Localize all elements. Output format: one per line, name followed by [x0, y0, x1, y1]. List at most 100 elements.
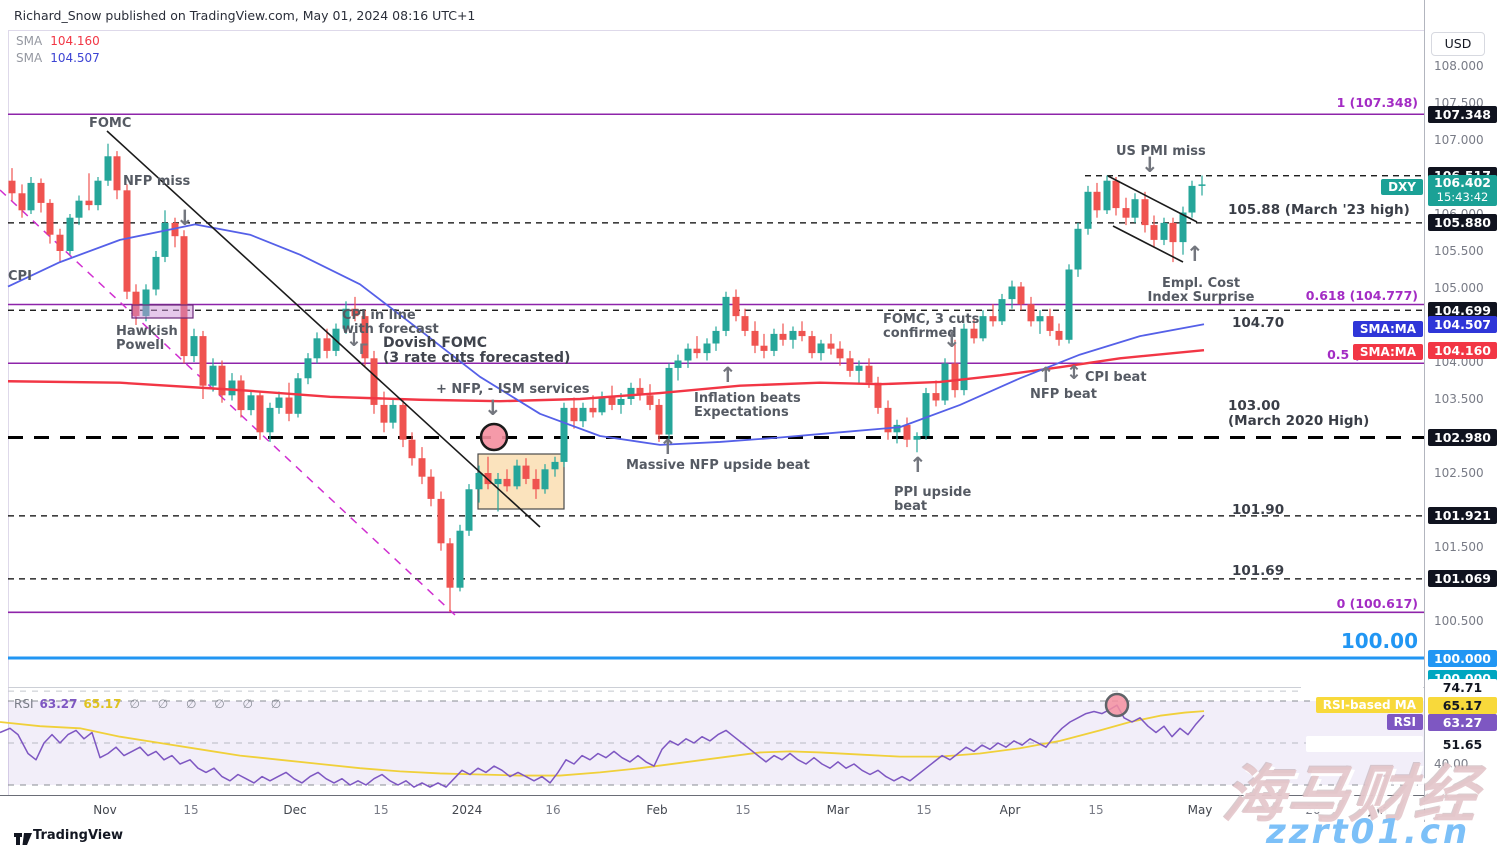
- watermark-url: zzrt01.cn: [1266, 812, 1471, 852]
- tradingview-logo-text[interactable]: TradingView: [33, 828, 124, 843]
- candle-body: [152, 256, 160, 290]
- price-tick-label: 100.500: [1434, 614, 1484, 628]
- candle-body: [1141, 199, 1149, 226]
- candle-body: [532, 478, 540, 490]
- candle-body: [190, 336, 198, 357]
- time-tick-label: 15: [373, 803, 389, 817]
- time-tick-label: Dec: [283, 803, 307, 817]
- candle-body: [1084, 191, 1092, 229]
- time-tick-label: 15: [916, 803, 932, 817]
- price-level-badge: 101.921: [1428, 507, 1497, 525]
- candle-body: [18, 193, 26, 211]
- time-tick-label: 16: [545, 803, 561, 817]
- candle-body: [132, 291, 140, 317]
- price-level-badge: 104.507: [1428, 315, 1497, 333]
- floating-label-regular-bearish: Regular Bearish: [1301, 679, 1423, 695]
- indicator-legend[interactable]: SMA 104.160 SMA 104.507: [16, 34, 100, 65]
- rsi-ma-value: 65.17: [83, 697, 122, 711]
- candle-body: [1169, 222, 1177, 243]
- candle-body: [541, 469, 549, 490]
- candle-body: [1112, 180, 1120, 209]
- marker-arrow-icon: ↕: [1066, 362, 1082, 384]
- candle-body: [636, 387, 644, 396]
- candle-body: [446, 543, 454, 588]
- fib-level-label: 0 (100.617): [1336, 596, 1418, 611]
- up-arrow-icon: ↑: [1186, 242, 1204, 266]
- price-tick-label: 105.000: [1434, 281, 1484, 295]
- candle-body: [475, 473, 483, 490]
- tradingview-logo-icon[interactable]: [14, 829, 33, 848]
- sma2-value: 104.507: [50, 51, 100, 65]
- annotation-massive: Massive NFP upside beat: [626, 458, 810, 473]
- time-tick-label: 20: [1305, 803, 1321, 817]
- candle-body: [979, 316, 987, 339]
- candle-body: [161, 222, 169, 257]
- sma1-label: SMA: [16, 34, 43, 48]
- flag-trendline: [1112, 225, 1184, 263]
- candle-body: [836, 348, 844, 359]
- time-axis[interactable]: Nov 15 Dec 15 2024 16 Feb 15 Mar 15 Apr 15 May 20 Jun: [0, 795, 1424, 824]
- candle-body: [608, 397, 616, 405]
- candle-body: [408, 439, 416, 459]
- candle-body: [237, 380, 245, 411]
- down-arrow-icon: ↓: [943, 328, 961, 352]
- candle-body: [513, 465, 521, 487]
- candle-body: [123, 190, 131, 292]
- candle-body: [674, 360, 682, 368]
- candle-body: [1055, 330, 1063, 340]
- candle-body: [789, 330, 797, 340]
- floating-label-sma-ma: SMA:MA: [1352, 344, 1423, 360]
- price-tick-label: 102.500: [1434, 466, 1484, 480]
- fib-level-label: 0.618 (104.777): [1305, 288, 1418, 303]
- price-axis[interactable]: USD 108.000107.500107.000106.000105.5001…: [1424, 0, 1499, 822]
- indicator-value-badge: 74.71: [1428, 679, 1497, 696]
- candle-body: [389, 404, 397, 423]
- floating-label-regular-bullish: Regular Bullish: [1306, 736, 1423, 752]
- candle-body: [951, 363, 959, 391]
- price-level-badge: 105.880: [1428, 214, 1497, 232]
- annotation-hawkish: Hawkish Powell: [116, 324, 178, 353]
- candle-body: [712, 330, 720, 344]
- candle-body: [703, 343, 711, 354]
- candle-body: [1027, 304, 1035, 322]
- annotation-cpi: CPI: [8, 269, 32, 284]
- descending-dashed-trendline: [0, 189, 456, 616]
- candle-body: [646, 395, 654, 405]
- candle-body: [285, 397, 293, 414]
- sma-red-line: [7, 348, 1205, 403]
- time-tick-label: 15: [735, 803, 751, 817]
- candle-body: [1188, 185, 1196, 213]
- floating-label-sma-ma: SMA:MA: [1352, 321, 1423, 337]
- candle-body: [1103, 180, 1111, 211]
- candle-body: [113, 156, 121, 191]
- consolidation-zone: [477, 453, 565, 510]
- rsi-status-line[interactable]: RSI 63.27 65.17 ∅ ∅ ∅ ∅ ∅ ∅: [14, 697, 288, 711]
- down-arrow-icon: ↓: [484, 396, 502, 420]
- candle-body: [46, 202, 54, 235]
- publish-header: Richard_Snow published on TradingView.co…: [14, 8, 476, 23]
- price-tick-label: 103.500: [1434, 392, 1484, 406]
- price-tick-label: 101.500: [1434, 540, 1484, 554]
- candle-body: [865, 365, 873, 383]
- price-tick-label: 108.000: [1434, 59, 1484, 73]
- candle-body: [684, 348, 692, 361]
- floating-label-rsi-based-ma: RSI-based MA: [1315, 697, 1423, 713]
- candle-body: [1131, 199, 1139, 218]
- price-level-badge: 102.980: [1428, 428, 1497, 446]
- currency-toggle-button[interactable]: USD: [1431, 32, 1485, 56]
- last-price-badge: 106.402 15:43:42: [1428, 175, 1497, 207]
- candle-body: [351, 308, 359, 317]
- candle-body: [598, 397, 606, 413]
- candle-body: [874, 382, 882, 408]
- price-level-badge: 107.348: [1428, 105, 1497, 123]
- candle-body: [304, 358, 312, 379]
- candle-body: [779, 333, 787, 340]
- price-level-badge: 104.699: [1428, 301, 1497, 319]
- candle-body: [494, 478, 502, 485]
- candle-body: [1198, 184, 1206, 186]
- candle-body: [94, 180, 102, 206]
- chart-canvas[interactable]: [0, 0, 1424, 822]
- candle-body: [627, 387, 635, 399]
- candle-body: [256, 395, 264, 433]
- sma2-label: SMA: [16, 51, 43, 65]
